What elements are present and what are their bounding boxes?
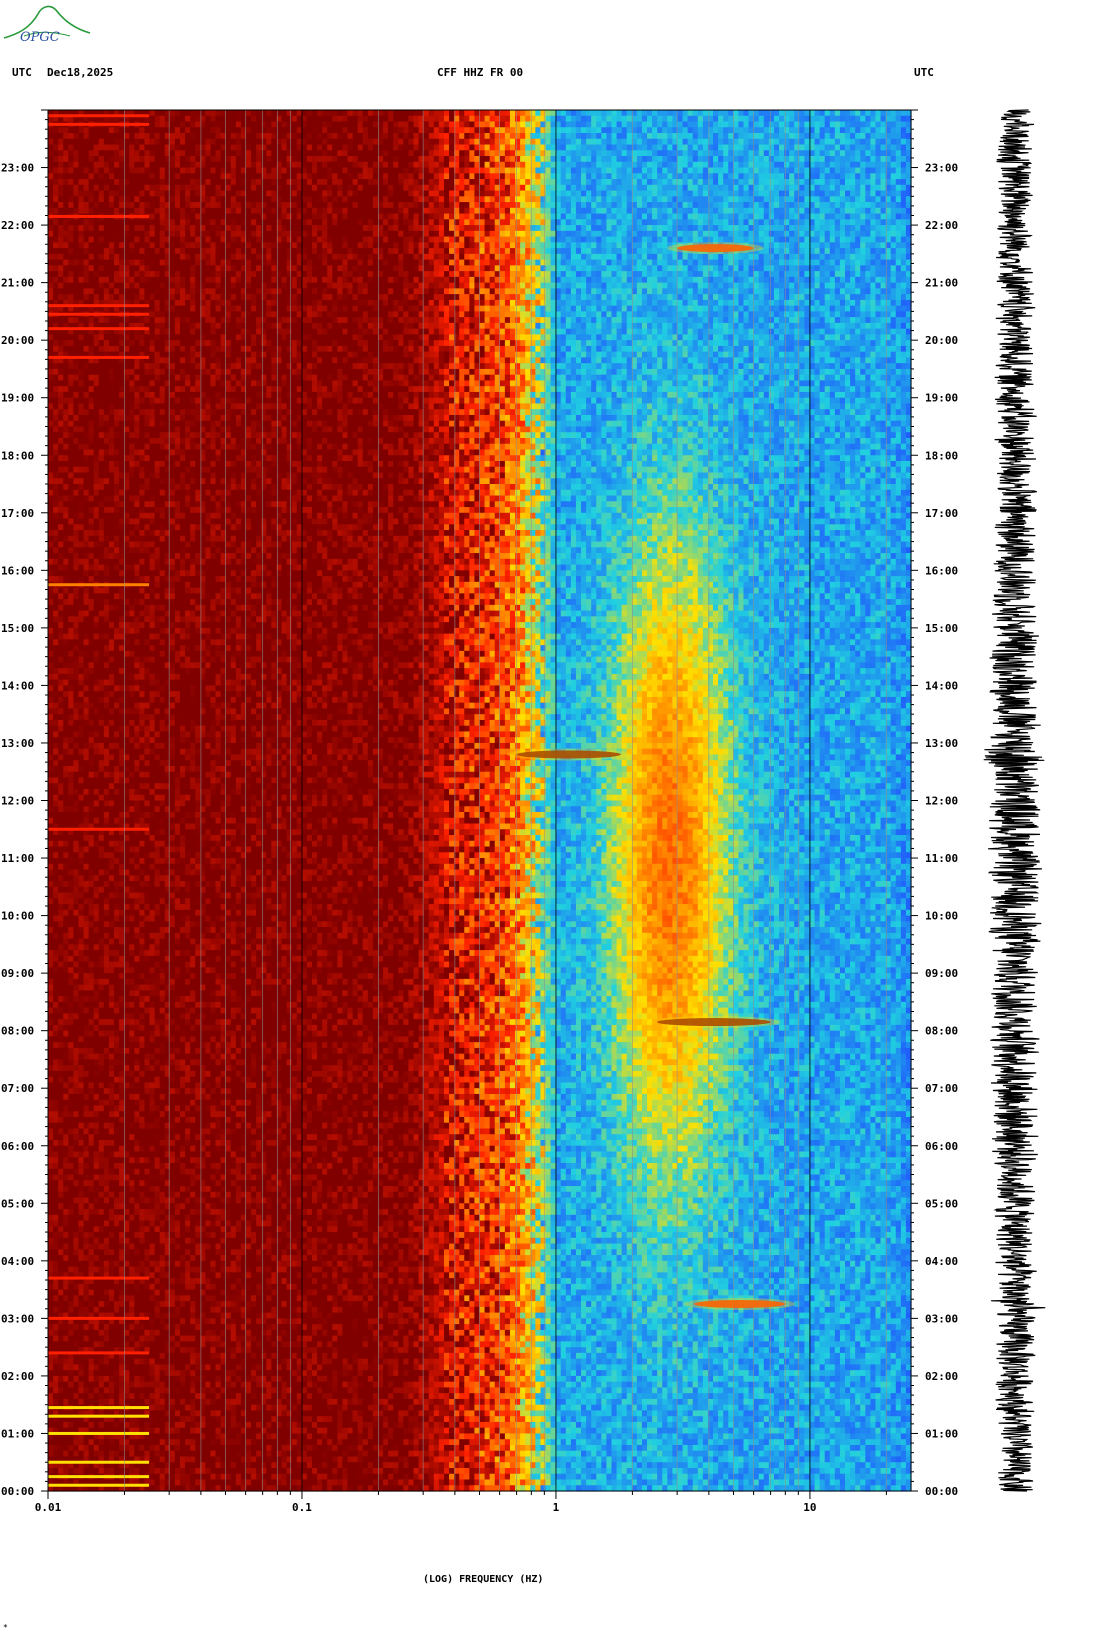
- y-tick-label-right: 06:00: [925, 1140, 958, 1153]
- event-halo: [684, 1297, 796, 1310]
- spectrogram-plot-area: [48, 110, 912, 1492]
- y-tick-label-left: 20:00: [1, 334, 34, 347]
- y-tick-label-right: 20:00: [925, 334, 958, 347]
- y-tick-label-right: 02:00: [925, 1370, 958, 1383]
- y-tick-label-right: 13:00: [925, 737, 958, 750]
- low-freq-streak: [48, 1460, 150, 1464]
- y-tick-label-left: 21:00: [1, 277, 34, 290]
- x-tick-label: 0.1: [292, 1501, 312, 1514]
- y-tick-label-right: 21:00: [925, 277, 958, 290]
- header-date: Dec18,2025: [47, 66, 113, 79]
- low-freq-streak: [48, 1483, 150, 1487]
- y-tick-label-left: 01:00: [1, 1427, 34, 1440]
- x-tick-label: 0.01: [35, 1501, 62, 1514]
- y-tick-label-right: 07:00: [925, 1082, 958, 1095]
- y-tick-label-left: 08:00: [1, 1025, 34, 1038]
- y-tick-label-left: 22:00: [1, 219, 34, 232]
- event-marker: [516, 750, 621, 759]
- y-tick-label-left: 17:00: [1, 507, 34, 520]
- y-tick-label-right: 03:00: [925, 1312, 958, 1325]
- y-tick-label-right: 22:00: [925, 219, 958, 232]
- x-tick-label: 10: [803, 1501, 816, 1514]
- y-tick-label-left: 16:00: [1, 564, 34, 577]
- y-tick-label-left: 13:00: [1, 737, 34, 750]
- low-freq-streak: [48, 114, 150, 118]
- low-freq-streak: [48, 214, 150, 218]
- low-freq-streak: [48, 122, 150, 126]
- low-freq-streak: [48, 1316, 150, 1320]
- y-tick-label-right: 19:00: [925, 392, 958, 405]
- axes: 00:00 00:00 01:00 01:00 02:00 02:00 03:00 03:00…: [1, 109, 958, 1514]
- y-tick-label-right: 15:00: [925, 622, 958, 635]
- y-tick-label-right: 09:00: [925, 967, 958, 980]
- event-halo: [667, 242, 764, 255]
- low-freq-streak: [48, 312, 150, 316]
- low-freq-streak: [48, 327, 150, 331]
- y-tick-label-left: 00:00: [1, 1485, 34, 1498]
- y-tick-label-left: 02:00: [1, 1370, 34, 1383]
- event-halo: [647, 1016, 781, 1029]
- event-halo: [506, 748, 631, 761]
- seismogram-trace: [983, 109, 1046, 1492]
- y-tick-label-right: 23:00: [925, 162, 958, 175]
- y-tick-label-right: 14:00: [925, 679, 958, 692]
- y-tick-label-left: 07:00: [1, 1082, 34, 1095]
- y-tick-label-right: 10:00: [925, 910, 958, 923]
- y-tick-label-right: 08:00: [925, 1025, 958, 1038]
- low-freq-streak: [48, 304, 150, 308]
- header-utc-left: UTC: [12, 66, 32, 79]
- event-markers: [506, 242, 796, 1310]
- header-station-title: CFF HHZ FR 00: [437, 66, 523, 79]
- event-marker: [694, 1299, 786, 1308]
- y-tick-label-left: 23:00: [1, 162, 34, 175]
- opgc-logo: OPGC: [0, 0, 95, 45]
- y-tick-label-left: 10:00: [1, 910, 34, 923]
- event-marker: [677, 244, 754, 253]
- y-tick-label-left: 15:00: [1, 622, 34, 635]
- low-freq-streak: [48, 1276, 150, 1280]
- y-tick-label-right: 18:00: [925, 449, 958, 462]
- logo-text: OPGC: [20, 30, 60, 45]
- low-freq-streak: [48, 1351, 150, 1355]
- y-tick-label-left: 09:00: [1, 967, 34, 980]
- low-freq-streak: [48, 1414, 150, 1418]
- y-tick-label-left: 18:00: [1, 449, 34, 462]
- x-axis-label: (LOG) FREQUENCY (HZ): [423, 1574, 543, 1585]
- y-tick-label-right: 12:00: [925, 795, 958, 808]
- y-tick-label-left: 06:00: [1, 1140, 34, 1153]
- y-tick-label-left: 03:00: [1, 1312, 34, 1325]
- y-tick-label-right: 17:00: [925, 507, 958, 520]
- y-tick-label-left: 14:00: [1, 679, 34, 692]
- y-tick-label-left: 11:00: [1, 852, 34, 865]
- low-freq-streak: [48, 1475, 150, 1479]
- event-marker: [657, 1018, 771, 1027]
- seismogram-waveform: [983, 109, 1046, 1492]
- y-tick-label-right: 00:00: [925, 1485, 958, 1498]
- low-freq-streak: [48, 1431, 150, 1435]
- y-tick-label-left: 19:00: [1, 392, 34, 405]
- low-freq-streak: [48, 355, 150, 359]
- y-tick-label-right: 11:00: [925, 852, 958, 865]
- y-tick-label-right: 04:00: [925, 1255, 958, 1268]
- low-freq-streak: [48, 1406, 150, 1410]
- low-freq-streak: [48, 827, 150, 831]
- y-tick-label-right: 01:00: [925, 1427, 958, 1440]
- low-freq-streak: [48, 583, 150, 587]
- y-tick-label-left: 05:00: [1, 1197, 34, 1210]
- y-tick-label-left: 04:00: [1, 1255, 34, 1268]
- x-tick-label: 1: [553, 1501, 560, 1514]
- corner-mark: *: [3, 1623, 8, 1632]
- y-tick-label-right: 05:00: [925, 1197, 958, 1210]
- frequency-gridlines: [47, 110, 887, 1491]
- y-tick-label-right: 16:00: [925, 564, 958, 577]
- y-tick-label-left: 12:00: [1, 795, 34, 808]
- header-utc-right: UTC: [914, 66, 934, 79]
